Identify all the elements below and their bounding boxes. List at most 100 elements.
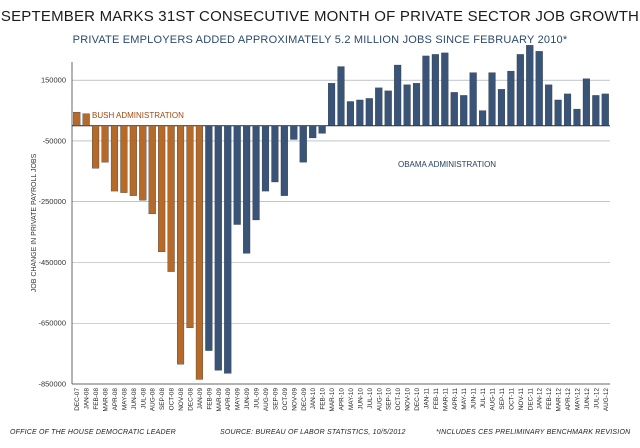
obama-bar: [375, 87, 383, 126]
chart-title: SEPTEMBER MARKS 31ST CONSECUTIVE MONTH O…: [0, 8, 640, 25]
x-tick-label: SEP-09: [272, 388, 279, 410]
y-axis-title: JOB CHANGE IN PRIVATE PAYROLL JOBS: [31, 153, 38, 292]
x-tick-label: JUN-11: [471, 388, 478, 410]
x-tick-label: MAY-12: [574, 388, 581, 410]
x-tick-label: MAY-08: [121, 388, 128, 410]
bush-bar: [148, 125, 156, 215]
obama-bar: [507, 70, 515, 126]
bush-bar: [82, 113, 90, 126]
x-tick-label: DEC-07: [74, 388, 81, 411]
bush-bar: [195, 125, 203, 380]
x-tick-label: FEB-10: [320, 388, 327, 410]
obama-bar: [299, 125, 307, 163]
x-tick-label: JAN-08: [84, 388, 91, 410]
bush-administration-label: BUSH ADMINISTRATION: [92, 111, 184, 120]
x-tick-label: MAR-10: [329, 388, 336, 412]
x-tick-label: JUL-09: [254, 388, 261, 409]
x-tick-label: MAY-10: [348, 388, 355, 410]
obama-bar: [205, 125, 213, 351]
x-tick-label: OCT-10: [395, 388, 402, 411]
obama-bar: [271, 125, 279, 183]
x-tick-label: OCT-08: [169, 388, 176, 411]
x-tick-label: APR-09: [225, 388, 232, 411]
x-tick-label: APR-10: [339, 388, 346, 411]
obama-bar: [243, 125, 251, 254]
x-tick-label: OCT-11: [508, 388, 515, 410]
x-tick-label: AUG-08: [150, 388, 157, 412]
obama-bar: [224, 125, 232, 374]
x-tick-label: MAR-11: [442, 388, 449, 411]
obama-bar: [554, 99, 562, 126]
x-tick-label: JUL-11: [480, 388, 487, 409]
x-tick-label: SEP-10: [386, 388, 393, 410]
x-tick-label: JUN-08: [131, 388, 138, 410]
obama-bar: [582, 78, 590, 126]
obama-bar: [450, 92, 458, 126]
x-tick-label: MAR-09: [216, 388, 223, 412]
x-tick-label: AUG-09: [263, 388, 270, 412]
obama-bar: [365, 98, 373, 126]
x-tick-label: JAN-11: [423, 388, 430, 409]
x-tick-label: JAN-10: [310, 388, 317, 410]
footer-note: *INCLUDES CES PRELIMINARY BENCHMARK REVI…: [436, 429, 631, 436]
bush-bar: [101, 125, 109, 163]
obama-bar: [441, 52, 449, 126]
obama-bar: [526, 45, 534, 126]
bush-bar: [129, 125, 137, 196]
obama-bar: [403, 84, 411, 126]
obama-bar: [309, 125, 317, 139]
bush-bar: [158, 125, 166, 253]
obama-bar: [563, 93, 572, 126]
obama-bar: [394, 64, 402, 126]
x-tick-label: APR-08: [112, 388, 119, 411]
bush-bar: [73, 111, 81, 126]
obama-bar: [346, 101, 354, 126]
obama-bar: [328, 83, 336, 126]
x-tick-label: AUG-11: [490, 388, 497, 411]
obama-bar: [290, 125, 298, 140]
y-tick-label: -650000: [38, 319, 66, 328]
obama-bar: [252, 125, 260, 221]
bush-bar: [110, 125, 119, 192]
x-tick-label: JUL-10: [367, 388, 374, 409]
x-tick-label: JUL-12: [593, 388, 600, 409]
x-tick-label: MAR-08: [103, 388, 110, 412]
bush-bar: [176, 125, 185, 365]
obama-bar: [214, 125, 222, 371]
obama-bar: [422, 55, 430, 126]
bush-bar: [186, 125, 194, 328]
x-tick-label: JUN-09: [244, 388, 251, 410]
x-tick-label: SEP-11: [499, 388, 506, 410]
x-tick-label: AUG-12: [603, 388, 610, 412]
x-tick-label: FEB-12: [546, 388, 553, 410]
x-tick-label: MAR-12: [556, 388, 563, 412]
obama-bar: [469, 72, 477, 126]
x-tick-label: APR-11: [452, 388, 459, 410]
obama-bar: [356, 99, 364, 126]
obama-bar: [431, 54, 439, 126]
obama-bar: [337, 66, 345, 126]
x-tick-label: JUN-12: [584, 388, 591, 410]
x-tick-label: JUN-10: [357, 388, 364, 410]
obama-bar: [535, 51, 543, 126]
x-tick-label: NOV-09: [291, 388, 298, 411]
x-tick-label: FEB-08: [93, 388, 100, 410]
x-tick-label: AUG-10: [376, 388, 383, 412]
y-tick-label: -50000: [43, 136, 66, 145]
x-tick-label: FEB-11: [433, 388, 440, 410]
obama-bar: [516, 54, 524, 126]
y-tick-label: 150000: [41, 76, 66, 85]
obama-bar: [601, 93, 609, 126]
x-tick-label: MAY-09: [235, 388, 242, 410]
chart-subtitle: PRIVATE EMPLOYERS ADDED APPROXIMATELY 5.…: [72, 34, 568, 46]
x-tick-label: NOV-11: [518, 388, 525, 411]
x-tick-label: JAN-09: [197, 388, 204, 410]
x-tick-label: DEC-11: [527, 388, 534, 411]
obama-bar: [460, 95, 468, 126]
y-tick-label: -250000: [38, 197, 66, 206]
bush-bar: [120, 125, 128, 193]
obama-bar: [545, 84, 553, 126]
x-tick-label: DEC-08: [187, 388, 194, 411]
footer-source: SOURCE: BUREAU OF LABOR STATISTICS, 10/5…: [220, 429, 406, 436]
